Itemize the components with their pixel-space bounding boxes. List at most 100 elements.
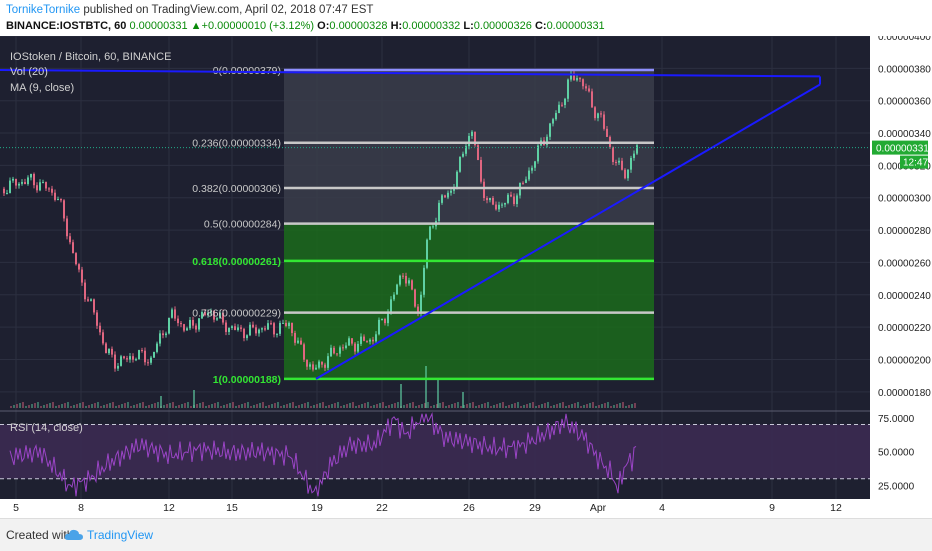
candle-body <box>198 318 200 330</box>
volume-bar <box>634 403 636 408</box>
candle-body <box>186 328 188 331</box>
volume-bar <box>532 402 534 408</box>
publish-text: published on TradingView.com, April 02, … <box>80 4 374 16</box>
candle-body <box>207 312 209 316</box>
volume-bar <box>79 403 81 408</box>
volume-bar <box>550 406 552 408</box>
x-tick-label: 15 <box>226 502 238 514</box>
candle-body <box>411 280 413 290</box>
volume-bar <box>556 404 558 408</box>
trendlines[interactable] <box>0 68 821 380</box>
candle-body <box>18 183 20 186</box>
x-tick-label: 4 <box>659 502 665 514</box>
candle-body <box>219 312 221 319</box>
legend: IOStoken / Bitcoin, 60, BINANCE Vol (20)… <box>10 51 171 434</box>
volume-bar <box>334 403 336 408</box>
volume-bar <box>439 403 441 408</box>
footer: Created with TradingView <box>0 518 932 551</box>
candle-body <box>513 196 515 205</box>
candle-body <box>192 319 194 326</box>
candle-body <box>327 356 329 368</box>
volume-bar <box>454 403 456 408</box>
price-change: +0.00000010 (+3.12%) <box>201 20 315 32</box>
volume-bar <box>328 405 330 408</box>
candle-body <box>90 299 92 301</box>
volume-bar <box>349 403 351 408</box>
volume-bar <box>49 403 51 408</box>
up-arrow-icon: ▲ <box>190 20 202 32</box>
candle-body <box>603 114 605 129</box>
volume-spike <box>160 396 162 408</box>
fib-level-label: 0.5(0.00000284) <box>204 219 281 231</box>
volume-bar <box>67 402 69 408</box>
candle-body <box>600 113 602 115</box>
volume-bar <box>292 402 294 408</box>
volume-bar <box>283 405 285 408</box>
candle-body <box>627 169 629 179</box>
volume-spike <box>425 366 427 408</box>
candle-body <box>129 356 131 360</box>
volume-bar <box>154 403 156 408</box>
candle-body <box>195 325 197 330</box>
candle-body <box>366 340 368 342</box>
candle-body <box>234 326 236 331</box>
volume-bar <box>22 402 24 408</box>
volume-bar <box>586 404 588 408</box>
legend-vol: Vol (20) <box>10 66 48 78</box>
volume-bar <box>625 406 627 408</box>
volume-bar <box>250 406 252 408</box>
ohlc-bar: BINANCE:IOSTBTC, 60 0.00000331 ▲+0.00000… <box>6 20 605 32</box>
fib-retracement[interactable]: 0(0.00000379)0.236(0.00000334)0.382(0.00… <box>192 65 654 386</box>
volume-bar <box>202 402 204 408</box>
candle-body <box>237 327 239 331</box>
candle-body <box>171 309 173 318</box>
author-link[interactable]: TornikeTornike <box>6 4 81 16</box>
candle-body <box>534 161 536 168</box>
volume-bar <box>151 404 153 408</box>
axes: 0.00000400 0.00000380 0.00000360 0.00000340… <box>0 36 931 514</box>
volume-bar <box>358 405 360 408</box>
volume-bar <box>136 404 138 408</box>
candle-body <box>507 194 509 203</box>
candle-body <box>147 362 149 364</box>
candle-body <box>216 318 218 320</box>
volume-bar <box>502 402 504 408</box>
candle-body <box>78 264 80 270</box>
candle-body <box>36 185 38 191</box>
candle-body <box>591 91 593 108</box>
candle-body <box>393 294 395 300</box>
volume-spike <box>462 392 464 408</box>
candle-body <box>348 338 350 346</box>
price-chart[interactable]: 0(0.00000379)0.236(0.00000334)0.382(0.00… <box>0 36 932 518</box>
low-label: L: <box>463 20 474 32</box>
candle-body <box>510 194 512 197</box>
volume-bar <box>169 403 171 408</box>
volume-bar <box>196 404 198 408</box>
candle-body <box>159 333 161 344</box>
candle-body <box>612 147 614 163</box>
candle-body <box>486 197 488 201</box>
volume-bar <box>280 406 282 408</box>
volume-bar <box>121 404 123 408</box>
volume-bar <box>190 406 192 408</box>
candle-body <box>306 359 308 367</box>
volume-bar <box>10 406 12 408</box>
candle-body <box>180 323 182 325</box>
volume-bar <box>133 405 135 408</box>
candle-body <box>210 310 212 313</box>
candle-body <box>33 174 35 186</box>
candle-body <box>273 323 275 335</box>
volume-bar <box>271 404 273 408</box>
tradingview-link[interactable]: TradingView <box>87 528 154 542</box>
volume-bar <box>256 404 258 408</box>
volume-bar <box>139 403 141 408</box>
volume-bar <box>94 403 96 408</box>
candle-body <box>105 343 107 354</box>
current-price-label: 0.00000331 <box>876 144 929 155</box>
volume-bar <box>34 403 36 408</box>
volume-bar <box>100 406 102 408</box>
candle-body <box>45 182 47 189</box>
volume-bar <box>322 402 324 408</box>
volume-bar <box>508 405 510 408</box>
candle-body <box>144 350 146 363</box>
